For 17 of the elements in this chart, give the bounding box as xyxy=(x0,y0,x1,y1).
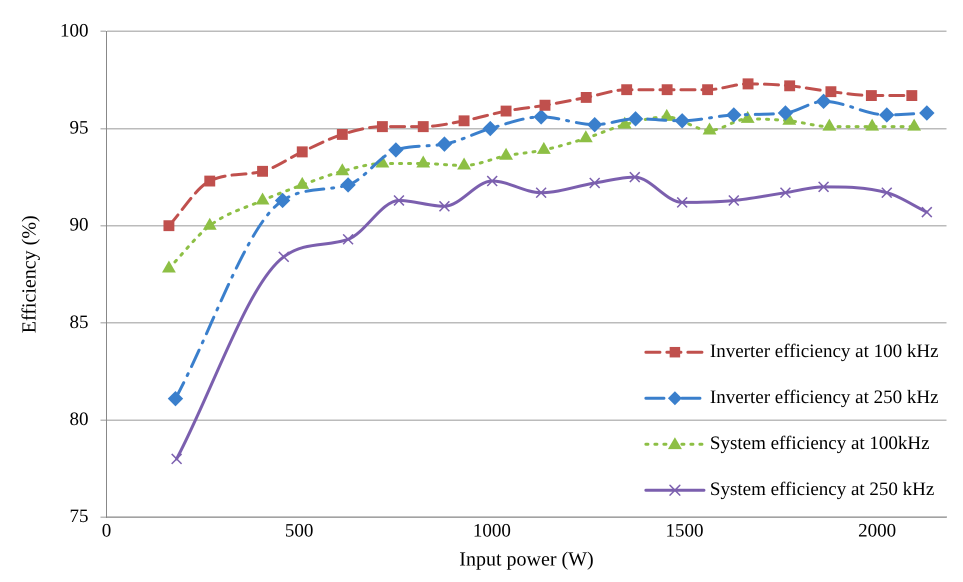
y-tick-label: 85 xyxy=(70,312,88,333)
x-tick-label: 1500 xyxy=(665,520,704,542)
x-axis-title: Input power (W) xyxy=(459,548,594,570)
y-tick-label: 75 xyxy=(70,506,88,528)
legend-label: Inverter efficiency at 250 kHz xyxy=(710,387,938,408)
legend-label: System efficiency at 250 kHz xyxy=(710,479,934,500)
y-tick-label: 80 xyxy=(70,409,88,430)
y-tick-label: 95 xyxy=(70,118,88,139)
legend-label: System efficiency at 100kHz xyxy=(710,433,930,454)
x-tick-label: 0 xyxy=(102,520,112,542)
y-axis-title: Efficiency (%) xyxy=(18,215,40,334)
x-tick-label: 500 xyxy=(284,520,314,542)
x-tick-label: 1000 xyxy=(472,520,511,542)
y-tick-label: 100 xyxy=(60,20,88,42)
y-tick-label: 90 xyxy=(70,214,88,236)
x-tick-label: 2000 xyxy=(858,520,896,542)
legend-label: Inverter efficiency at 100 kHz xyxy=(710,341,938,362)
